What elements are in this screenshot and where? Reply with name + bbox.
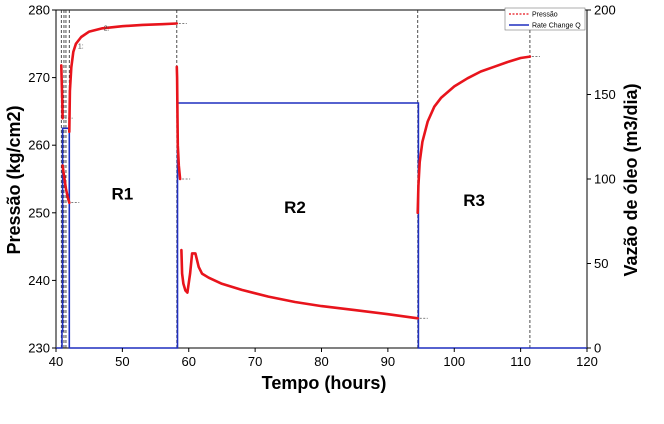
x-tick-label-100: 100 [443,354,465,369]
y-right-tick-label-0: 0 [594,341,601,356]
y-right-tick-label-200: 200 [594,3,616,18]
x-tick-label-60: 60 [182,354,196,369]
region-label-r3: R3 [463,191,485,210]
rate-series [56,102,587,349]
y-right-tick-label-50: 50 [594,256,608,271]
region-label-r2: R2 [284,198,306,217]
y-left-tick-label-240: 240 [28,273,50,288]
x-tick-label-50: 50 [115,354,129,369]
region-label-r1: R1 [112,184,134,203]
x-tick-label-70: 70 [248,354,262,369]
point-labels: 1: 2: [78,25,110,50]
x-ticks: 40 50 60 70 80 90 100 110 120 [49,348,598,369]
x-axis-title: Tempo (hours) [262,373,387,393]
pressure-segment-0 [59,64,64,120]
x-tick-label-110: 110 [510,354,531,369]
region-labels: R1 R2 R3 [112,184,486,217]
pressure-segment-4 [180,248,420,320]
y-left-tick-label-270: 270 [28,70,50,85]
pressure-segment-5 [416,55,532,215]
x-tick-label-120: 120 [576,354,598,369]
y-left-ticks: 230 240 250 260 270 280 [28,3,56,356]
y-left-tick-label-230: 230 [28,341,50,356]
y-right-axis-title: Vazão de óleo (m3/dia) [621,83,641,276]
plot-frame [55,9,588,349]
legend-label-pressure: Pressão [532,12,558,19]
y-left-axis-title: Pressão (kg/cm2) [4,105,24,254]
point-label-0: 1: [78,44,84,51]
legend-label-rate: Rate Change Q [532,23,581,30]
y-right-tick-label-150: 150 [594,87,616,102]
point-label-1: 2: [104,25,110,32]
pressure-segment-3 [175,65,182,181]
y-left-tick-label-260: 260 [28,138,50,153]
x-tick-label-40: 40 [49,354,63,369]
pressure-series [59,22,540,320]
y-left-tick-label-280: 280 [28,3,50,18]
y-right-ticks: 0 50 100 150 200 [587,3,616,356]
legend: Pressão Rate Change Q [504,7,586,31]
rate-line [56,102,587,349]
y-right-tick-label-100: 100 [594,172,616,187]
x-tick-label-80: 80 [314,354,328,369]
pressure-segment-2 [68,22,179,133]
y-left-tick-label-250: 250 [28,205,50,220]
pressure-segment-1 [61,164,71,204]
x-tick-label-90: 90 [381,354,395,369]
vertical-guides [60,10,531,348]
plot-area [55,9,588,349]
